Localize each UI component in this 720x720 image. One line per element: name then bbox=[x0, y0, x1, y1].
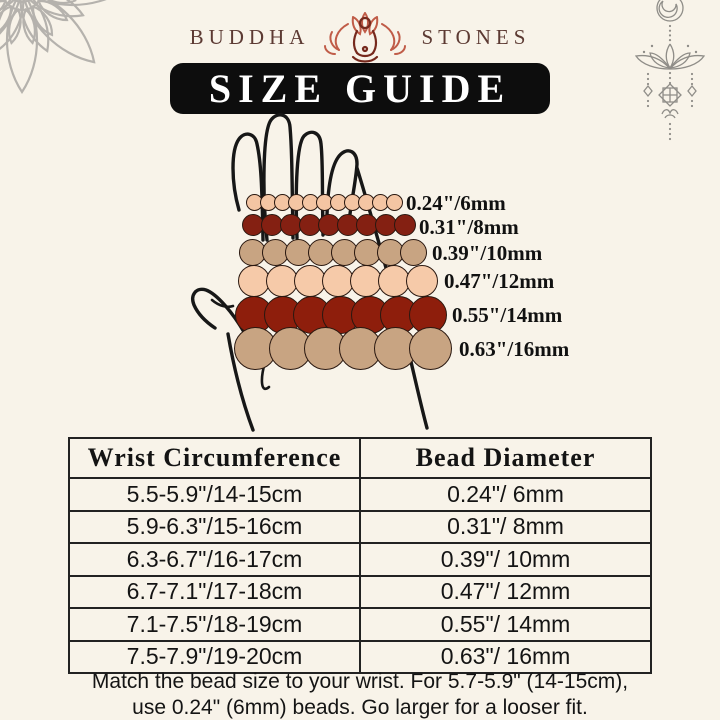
size-table-row: 5.5-5.9"/14-15cm 0.24"/ 6mm bbox=[68, 477, 652, 512]
bead-diameter-value: 0.63"/ 16mm bbox=[359, 639, 652, 674]
lotus-meditation-icon bbox=[324, 12, 407, 63]
bead-6mm bbox=[386, 194, 403, 211]
bead-size-label-12mm: 0.47"/12mm bbox=[444, 269, 555, 293]
size-table-row: 7.5-7.9"/19-20cm 0.63"/ 16mm bbox=[68, 639, 652, 674]
bead-diameter-value: 0.39"/ 10mm bbox=[359, 542, 652, 577]
bracelet-row-8mm bbox=[242, 214, 416, 236]
size-table-row: 6.7-7.1"/17-18cm 0.47"/ 12mm bbox=[68, 574, 652, 609]
wrist-circumference-value: 7.1-7.5"/18-19cm bbox=[68, 607, 361, 642]
wrist-circumference-value: 6.7-7.1"/17-18cm bbox=[68, 574, 361, 609]
bead-size-label-16mm: 0.63"/16mm bbox=[459, 337, 570, 361]
bead-8mm bbox=[394, 214, 416, 236]
wrist-circumference-value: 5.9-6.3"/15-16cm bbox=[68, 509, 361, 544]
fit-note: Match the bead size to your wrist. For 5… bbox=[0, 669, 720, 720]
wrist-circumference-value: 6.3-6.7"/16-17cm bbox=[68, 542, 361, 577]
bracelet-row-12mm bbox=[238, 265, 438, 297]
wrist-circumference-value: 7.5-7.9"/19-20cm bbox=[68, 639, 361, 674]
bead-diameter-value: 0.47"/ 12mm bbox=[359, 574, 652, 609]
bead-10mm bbox=[285, 239, 312, 266]
bead-12mm bbox=[238, 265, 270, 297]
bead-diameter-value: 0.24"/ 6mm bbox=[359, 477, 652, 512]
bead-diameter-value: 0.55"/ 14mm bbox=[359, 607, 652, 642]
size-guide-title: SIZE GUIDE bbox=[208, 66, 512, 111]
mandala-flower-decoration bbox=[0, 0, 126, 94]
header-bead-diameter: Bead Diameter bbox=[359, 437, 652, 479]
bead-10mm bbox=[377, 239, 404, 266]
bead-16mm bbox=[409, 327, 452, 370]
hanging-lotus-ornament bbox=[634, 0, 706, 141]
bracelet-row-6mm bbox=[246, 194, 403, 211]
bead-12mm bbox=[378, 265, 410, 297]
bead-size-label-14mm: 0.55"/14mm bbox=[452, 303, 563, 327]
size-table-header-row: Wrist Circumference Bead Diameter bbox=[68, 437, 652, 479]
bracelet-row-10mm bbox=[239, 239, 427, 266]
fit-note-line1: Match the bead size to your wrist. For 5… bbox=[91, 670, 629, 693]
size-table-row: 7.1-7.5"/18-19cm 0.55"/ 14mm bbox=[68, 607, 652, 642]
bead-size-label-10mm: 0.39"/10mm bbox=[432, 241, 543, 265]
fit-note-line2: use 0.24" (6mm) beads. Go larger for a l… bbox=[132, 696, 588, 720]
brand-logo: BUDDHA STONES bbox=[0, 10, 720, 64]
bracelet-row-16mm bbox=[234, 327, 452, 370]
size-table-row: 6.3-6.7"/16-17cm 0.39"/ 10mm bbox=[68, 542, 652, 577]
header-wrist-circumference: Wrist Circumference bbox=[68, 437, 361, 479]
bead-diameter-value: 0.31"/ 8mm bbox=[359, 509, 652, 544]
brand-word-left: BUDDHA bbox=[189, 24, 310, 49]
bead-size-label-8mm: 0.31"/8mm bbox=[419, 215, 519, 239]
size-table-row: 5.9-6.3"/15-16cm 0.31"/ 8mm bbox=[68, 509, 652, 544]
bead-size-label-6mm: 0.24"/6mm bbox=[406, 191, 506, 215]
size-table: Wrist Circumference Bead Diameter 5.5-5.… bbox=[68, 437, 652, 674]
bead-12mm bbox=[406, 265, 438, 297]
bead-12mm bbox=[322, 265, 354, 297]
bead-10mm bbox=[400, 239, 427, 266]
brand-word-right: STONES bbox=[421, 24, 531, 49]
wrist-circumference-value: 5.5-5.9"/14-15cm bbox=[68, 477, 361, 512]
size-guide-banner: SIZE GUIDE bbox=[170, 63, 550, 114]
